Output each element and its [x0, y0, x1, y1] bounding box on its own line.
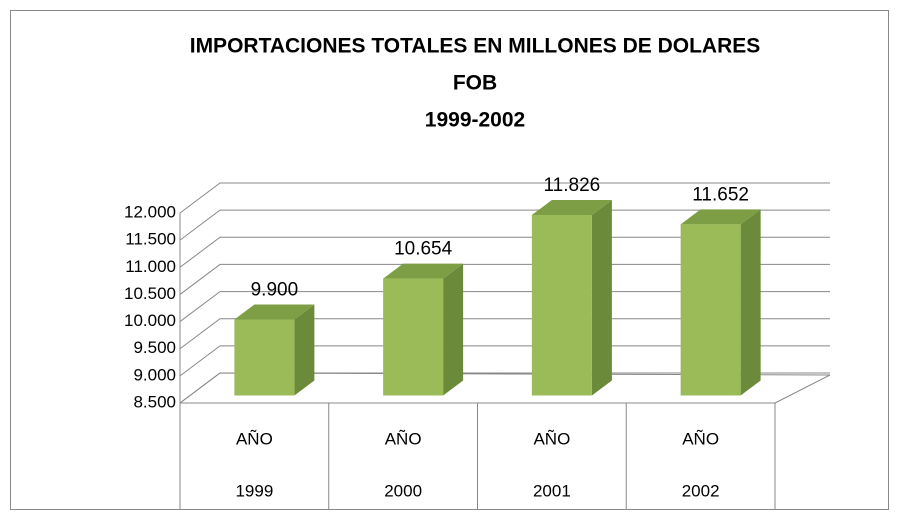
y-tick-label: 9.500 — [133, 338, 176, 357]
y-tick-label: 11.000 — [125, 257, 176, 276]
chart-title: IMPORTACIONES TOTALES EN MILLONES DE DOL… — [190, 35, 761, 58]
grid-line — [179, 318, 830, 350]
y-tick-label: 10.000 — [124, 311, 176, 330]
x-tick-label: AÑO — [533, 429, 570, 448]
bar — [680, 224, 741, 396]
grid-line — [179, 263, 830, 295]
bar — [234, 319, 295, 396]
grid-line — [179, 372, 830, 404]
chart-title: FOB — [453, 72, 497, 95]
data-label: 9.900 — [251, 280, 299, 301]
data-label: 11.826 — [544, 175, 601, 196]
bar — [531, 214, 592, 396]
grid-line — [179, 345, 830, 377]
bar-side — [294, 304, 315, 396]
x-tick-label: 2001 — [533, 481, 571, 500]
y-tick-label: 8.500 — [133, 392, 176, 411]
bar-side — [740, 209, 761, 396]
data-label: 10.654 — [394, 239, 453, 260]
chart-title: 1999-2002 — [425, 109, 525, 132]
grid-line — [179, 291, 830, 322]
bar-top — [531, 199, 612, 215]
bar-top — [234, 304, 315, 320]
y-tick-label: 10.500 — [124, 284, 176, 303]
grid-line — [179, 209, 830, 241]
bar — [383, 278, 444, 396]
data-label: 11.652 — [692, 184, 749, 205]
x-tick-label: AÑO — [682, 429, 719, 448]
y-tick-label: 11.500 — [125, 230, 176, 249]
y-tick-label: 12.000 — [124, 202, 176, 221]
bar-side — [443, 263, 464, 396]
bar-top — [383, 263, 464, 279]
grid-line — [179, 182, 830, 214]
x-tick-label: 2002 — [682, 481, 720, 500]
y-tick-label: 9.000 — [133, 365, 176, 384]
bar-top — [680, 209, 761, 225]
x-tick-label: 2000 — [384, 481, 422, 500]
grid-line — [179, 236, 830, 268]
bar-side — [591, 199, 612, 396]
x-tick-label: 1999 — [235, 481, 273, 500]
x-tick-label: AÑO — [385, 429, 422, 448]
x-tick-label: AÑO — [236, 429, 273, 448]
